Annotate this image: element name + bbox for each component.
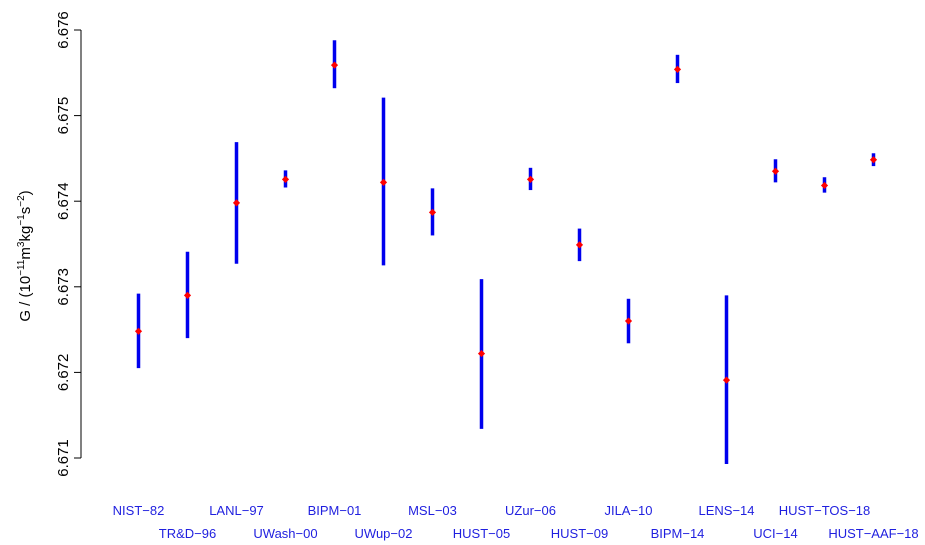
y-tick-label: 6.676 <box>55 11 72 49</box>
data-point <box>477 349 486 358</box>
ylabel-exp2: 3 <box>16 241 27 247</box>
data-point <box>624 317 633 325</box>
y-tick-label: 6.671 <box>55 439 72 477</box>
ylabel-exp4: −2 <box>16 195 27 207</box>
y-tick-label: 6.675 <box>55 97 72 135</box>
ylabel-exp3: −1 <box>16 214 27 226</box>
x-category-label: UWash−00 <box>253 526 317 541</box>
x-category-label: HUST−TOS−18 <box>779 503 871 518</box>
x-category-label: HUST−05 <box>453 526 510 541</box>
ylabel-suffix: ) <box>17 190 34 195</box>
data-point <box>232 199 241 207</box>
x-category-label: BIPM−01 <box>308 503 362 518</box>
data-point <box>722 376 731 384</box>
data-point <box>134 327 143 335</box>
x-category-label: JILA−10 <box>604 503 652 518</box>
y-tick-label: 6.672 <box>55 354 72 392</box>
series-measurements <box>134 40 878 464</box>
x-category-label: UZur−06 <box>505 503 556 518</box>
data-point <box>869 156 878 164</box>
data-point <box>330 61 339 69</box>
x-category-label: NIST−82 <box>113 503 165 518</box>
data-point <box>820 181 829 190</box>
x-category-label: LENS−14 <box>698 503 754 518</box>
ylabel-prefix: G / (10 <box>17 276 34 322</box>
x-category-label: UWup−02 <box>355 526 413 541</box>
data-point <box>771 167 780 175</box>
data-point <box>428 208 437 216</box>
ylabel-exp1: −11 <box>16 259 27 276</box>
x-category-label: MSL−03 <box>408 503 457 518</box>
data-point <box>379 178 388 186</box>
data-point <box>673 65 682 73</box>
x-category-label: BIPM−14 <box>651 526 705 541</box>
data-point <box>281 175 290 183</box>
x-category-label: HUST−AAF−18 <box>828 526 918 541</box>
ylabel-unit2: kg <box>17 226 34 242</box>
ylabel-unit1: m <box>17 247 34 260</box>
data-point <box>183 291 192 299</box>
y-axis-title: G / (10−11m3kg−1s−2) <box>16 190 34 321</box>
y-tick-label: 6.674 <box>55 182 72 220</box>
x-axis-category-labels: NIST−82 TR&D−96 LANL−97 UWash−00 BIPM−01 UWup… <box>113 503 919 541</box>
data-point <box>526 175 535 183</box>
x-category-label: TR&D−96 <box>159 526 216 541</box>
y-tick-label: 6.673 <box>55 268 72 306</box>
y-axis: 6.671 6.672 6.673 6.674 6.675 6.676 <box>55 11 82 477</box>
ylabel-unit3: s <box>17 207 34 215</box>
x-category-label: UCI−14 <box>753 526 797 541</box>
y-axis-label: G / (10−11m3kg−1s−2) <box>16 190 34 321</box>
data-point <box>575 241 584 249</box>
x-category-label: LANL−97 <box>209 503 264 518</box>
x-category-label: HUST−09 <box>551 526 608 541</box>
